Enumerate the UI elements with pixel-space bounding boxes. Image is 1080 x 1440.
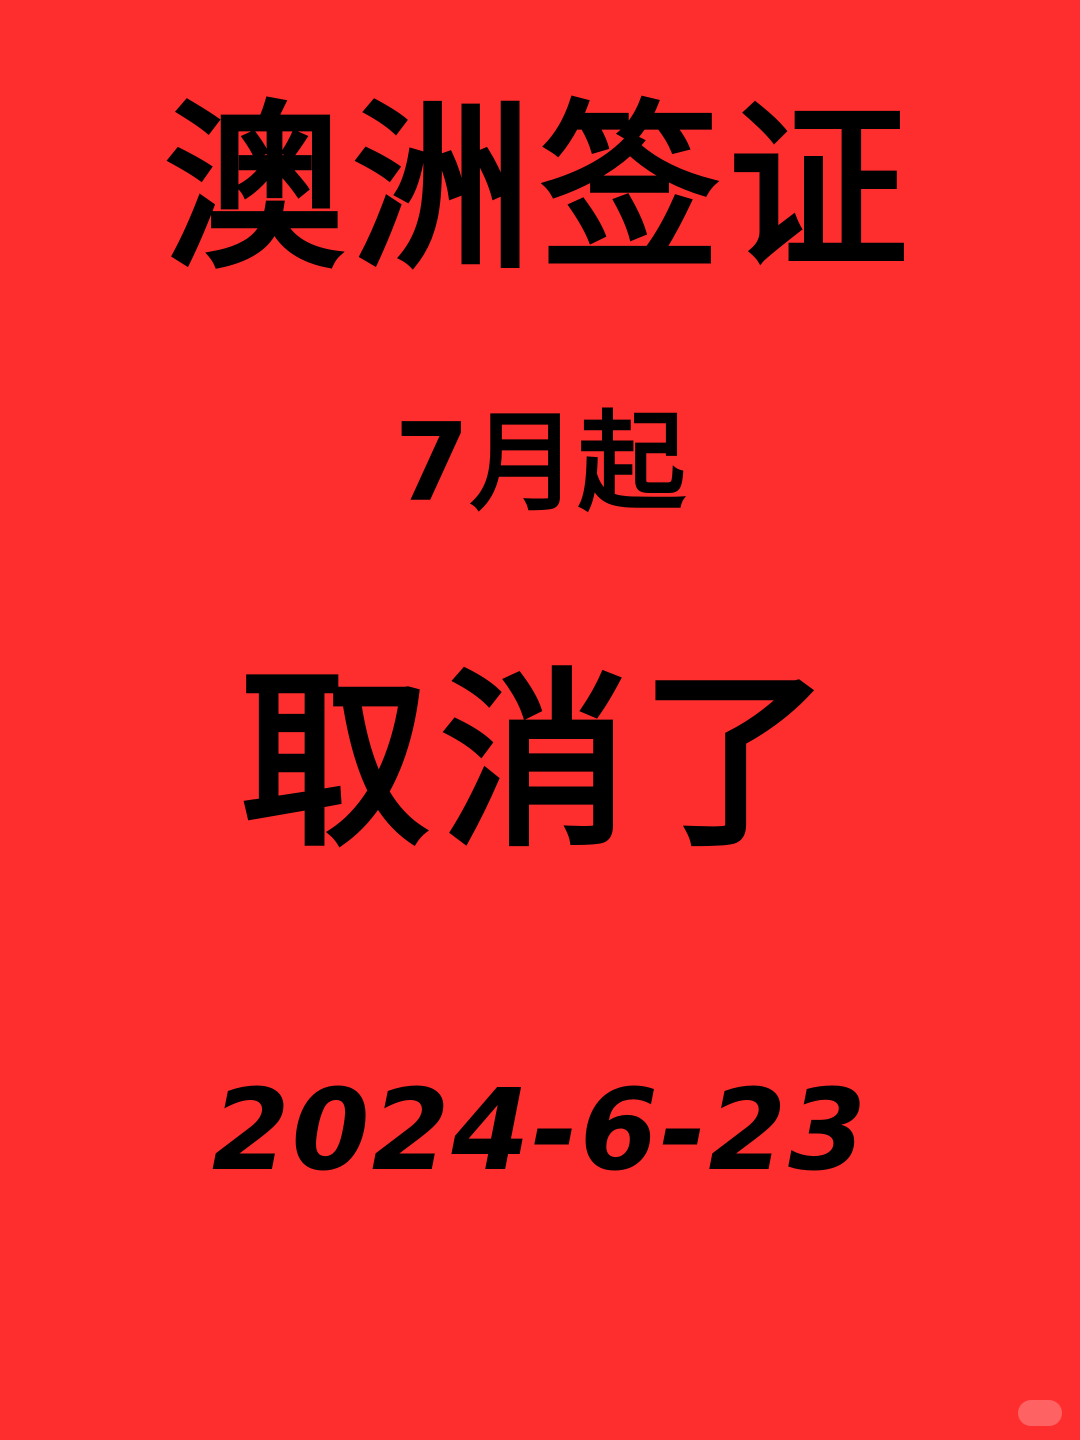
poster-headline: 取消了 — [239, 652, 840, 873]
poster-title: 澳洲签证 — [163, 85, 916, 294]
poster-subtitle: 7月起 — [394, 401, 686, 526]
watermark-logo — [1018, 1400, 1062, 1426]
poster-date: 2024-6-23 — [211, 1066, 869, 1196]
